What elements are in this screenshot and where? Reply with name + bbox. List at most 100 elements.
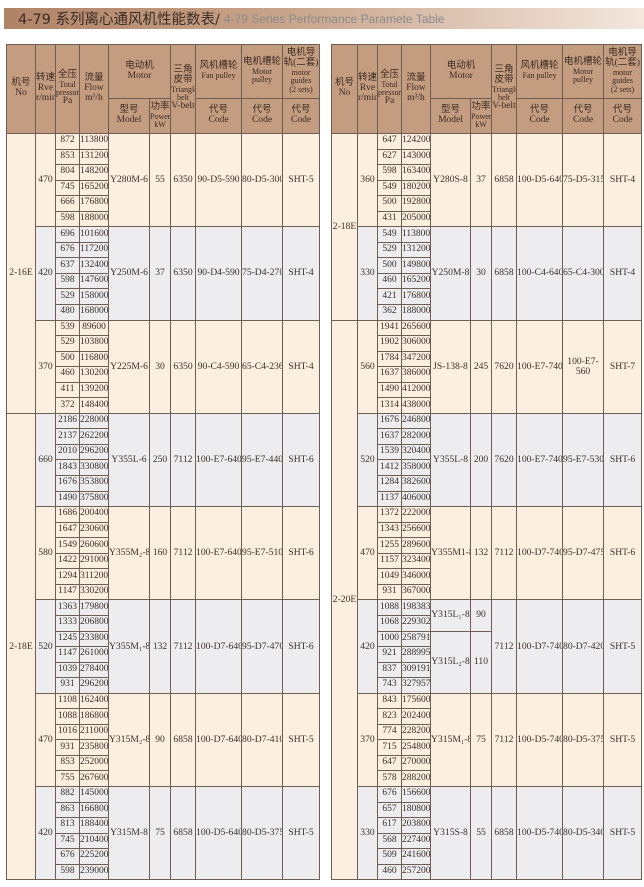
pressure-cell: 1088 [55,708,80,725]
pressure-cell: 1255 [377,537,402,554]
header-motor-pulley: 电机槽轮 Motor pulley [562,44,605,99]
table-row: 480 168000 [7,304,320,321]
belt-cell: 6858 [170,692,197,787]
header-code-guides: 代号 Code [282,98,321,134]
flow-cell: 89600 [79,319,109,337]
header-guides: 电机导轨(二套) motor guides (2 sets) [282,44,321,99]
motor-model-cell: JS-138-8 [430,319,471,414]
motor-power-cell: 132 [148,599,172,694]
flow-cell: 228200 [401,723,431,741]
pressure-cell: 755 [55,770,80,787]
pressure-cell: 647 [377,133,402,150]
header-guides-en: motor guides [612,67,633,86]
flow-cell: 166800 [79,801,109,819]
table-row: 853 252000 [7,754,320,772]
header-code-cn: 代号 [573,105,593,116]
pressure-cell: 637 [55,257,80,274]
header-motor-pulley-en: Motor pulley [573,67,594,85]
flow-cell: 200400 [79,506,109,523]
fan-pulley-cell: 100-E7-740 [516,412,564,508]
flow-cell: 147600 [79,272,109,290]
header-motor: 电动机 Motor [107,44,172,99]
header-pressure-en: Total pressure [378,79,402,97]
flow-cell: 180800 [401,801,431,819]
flow-cell: 145000 [79,785,109,803]
pressure-cell: 372 [55,397,80,414]
header-code-en: Code [529,115,550,125]
pressure-cell: 598 [377,164,402,181]
guides-cell: SHT-5 [603,692,643,787]
guides-cell: SHT-6 [282,506,321,601]
pressure-cell: 853 [55,148,80,166]
flow-cell: 132400 [79,257,109,274]
flow-cell: 222000 [401,506,431,523]
flow-cell: 101600 [79,226,109,243]
table-row: 1784 347200 [332,350,642,368]
pressure-cell: 598 [55,272,80,290]
pressure-cell: 598 [55,863,80,881]
flow-cell: 375800 [79,490,109,508]
belt-cell: 7112 [491,506,518,601]
pressure-cell: 1490 [377,381,402,399]
table-row: 1549 260600 [7,537,320,554]
motor-model-cell: Y355M1-8 [430,506,471,601]
pressure-cell: 1412 [377,459,402,477]
flow-cell: 165200 [401,272,431,290]
pressure-cell: 549 [377,226,402,243]
header-motor-pulley-en: Motor pulley [252,67,273,85]
motor-pulley-cell: 95-E7-530 [562,412,605,508]
motor-power-cell: 37 [148,226,172,321]
table-row: 520 1363 179800 Y355M₁-8 132 7112 100-D7-640 95… [7,599,321,694]
belt-cell: 6350 [170,132,197,228]
table-row: 1157 323400 [332,552,642,570]
header-code-cn: 代号 [252,105,272,116]
table-row: 598 147600 [7,272,320,290]
flow-cell: 262200 [79,428,109,445]
header-flow-unit: m³/h [85,92,103,103]
motor-power-cell: 30 [148,319,172,414]
motor-pulley-cell: 95-D7-470 [241,599,284,694]
guides-cell: SHT-6 [282,599,321,694]
pressure-cell: 1676 [377,412,402,430]
pressure-cell: 843 [377,692,402,710]
pressure-cell: 676 [55,241,80,259]
speed-cell: 370 [357,692,378,787]
flow-cell: 143000 [401,148,431,166]
guides-cell: SHT-6 [603,412,643,508]
header-power: 功率 Power kW [148,98,172,134]
motor-power-cell: 90 [469,599,493,632]
fan-pulley-cell: 100-D7-640 [195,599,243,694]
table-row: 774 228200 [332,723,642,741]
flow-cell: 225200 [79,848,109,865]
flow-cell: 233800 [79,630,109,648]
header-fan-pulley-en: Fan pulley [201,71,236,81]
speed-cell: 560 [357,319,378,414]
pressure-cell: 2137 [55,428,80,445]
pressure-cell: 1647 [55,521,80,539]
motor-model-cell: Y315S-8 [430,785,471,881]
pressure-cell: 657 [377,801,402,819]
pressure-cell: 1372 [377,506,402,523]
header-belt-en2: V-belt [171,101,195,112]
flow-cell: 148400 [79,397,109,414]
flow-cell: 210400 [79,832,109,850]
speed-cell: 660 [35,412,56,508]
flow-cell: 270000 [401,754,431,772]
flow-cell: 230600 [79,521,109,539]
header-pressure-en: Total pressure [56,79,80,97]
header-pressure-unit: Pa [384,96,395,107]
table-row: 1343 256600 [332,521,642,539]
header-no: 机号 No [6,44,36,134]
pressure-cell: 1147 [55,646,80,663]
guides-cell: SHT-5 [282,785,321,881]
flow-cell: 296200 [79,443,109,461]
pressure-cell: 1284 [377,475,402,492]
pressure-cell: 745 [55,179,80,197]
pressure-cell: 931 [377,583,402,601]
motor-pulley-cell: 95-E7-510 [241,506,284,601]
table-row: 853 131200 [7,148,320,166]
table-row: 470 1372 222000 Y355M1-8 132 7112 100-D7-740 95… [332,506,643,601]
pressure-cell: 568 [377,832,402,850]
motor-model-cell: Y250M-8 [430,226,471,321]
table-row: 2-20E 560 1941 265600 JS-138-8 245 7620 100-E7-… [331,319,643,881]
